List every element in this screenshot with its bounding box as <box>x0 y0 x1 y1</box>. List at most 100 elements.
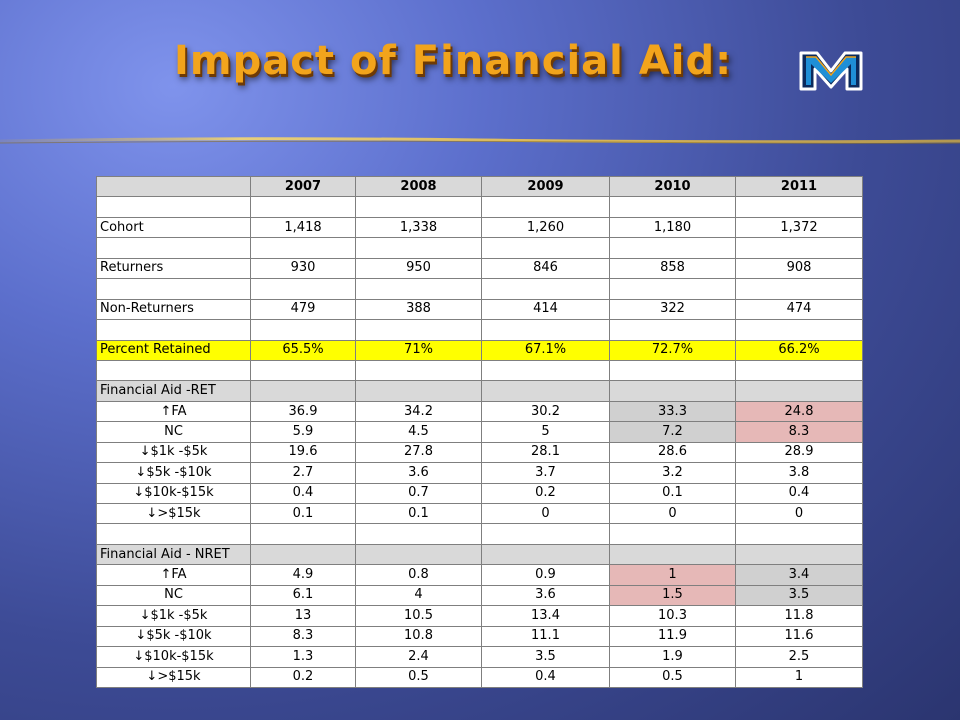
year-header-cell: 2008 <box>355 175 482 198</box>
value-cell: 0 <box>481 502 610 525</box>
value-cell: 3.2 <box>609 462 736 484</box>
value-cell: 2.4 <box>355 646 482 668</box>
value-cell: 4 <box>355 584 482 607</box>
year-header-cell: 2011 <box>735 175 863 198</box>
table-row: ↑FA 36.9 34.2 30.2 33.3 24.8 <box>96 400 863 423</box>
empty-cell <box>735 196 863 218</box>
table-row: Returners 930 950 846 858 908 <box>96 257 863 280</box>
value-cell: 65.5% <box>250 339 356 361</box>
value-cell: 0.7 <box>355 482 482 505</box>
table-row: NC 5.9 4.5 5 7.2 8.3 <box>96 421 863 443</box>
table-spacer-row <box>96 196 863 218</box>
value-cell: 2.5 <box>735 646 863 668</box>
table-row: ↓>$15k 0.2 0.5 0.4 0.5 1 <box>96 666 863 688</box>
value-cell: 322 <box>609 298 736 321</box>
value-cell: 1,338 <box>355 216 482 239</box>
row-label: Non-Returners <box>96 298 251 321</box>
value-cell: 10.5 <box>355 605 482 627</box>
empty-cell <box>609 523 736 545</box>
value-cell: 0.4 <box>735 482 863 505</box>
value-cell: 6.1 <box>250 584 356 607</box>
value-cell: 67.1% <box>481 339 610 361</box>
empty-cell <box>481 319 610 341</box>
value-cell: 3.8 <box>735 462 863 484</box>
empty-cell <box>355 359 482 382</box>
value-cell: 1,418 <box>250 216 356 239</box>
divider-rule <box>0 137 960 144</box>
empty-cell <box>250 196 356 218</box>
row-label: NC <box>96 421 251 443</box>
empty-cell <box>250 523 356 545</box>
empty-cell <box>609 543 736 566</box>
table-row: ↑FA 4.9 0.8 0.9 1 3.4 <box>96 564 863 586</box>
table-spacer-row <box>96 359 863 382</box>
value-cell: 0.2 <box>481 482 610 505</box>
m-logo-icon <box>799 51 863 91</box>
table-spacer-row <box>96 523 863 545</box>
value-cell: 1 <box>735 666 863 688</box>
empty-cell <box>250 278 356 300</box>
year-header-cell: 2010 <box>609 175 736 198</box>
empty-cell <box>609 380 736 402</box>
value-cell: 0 <box>735 502 863 525</box>
value-cell: 34.2 <box>355 400 482 423</box>
row-label <box>96 237 251 259</box>
value-cell: 11.8 <box>735 605 863 627</box>
table-row: ↓$10k-$15k 1.3 2.4 3.5 1.9 2.5 <box>96 646 863 668</box>
value-cell: 474 <box>735 298 863 321</box>
value-cell: 11.1 <box>481 625 610 648</box>
value-cell: 28.9 <box>735 441 863 464</box>
value-cell: 3.4 <box>735 564 863 586</box>
table-row: ↓$5k -$10k 8.3 10.8 11.1 11.9 11.6 <box>96 625 863 648</box>
row-label: Percent Retained <box>96 339 251 361</box>
empty-cell <box>481 237 610 259</box>
value-cell: 36.9 <box>250 400 356 423</box>
table-header-row: 2007 2008 2009 2010 2011 <box>96 175 863 198</box>
row-label <box>96 523 251 545</box>
value-cell: 1 <box>609 564 736 586</box>
table-row: Financial Aid - NRET <box>96 543 863 566</box>
empty-cell <box>481 543 610 566</box>
row-label: ↑FA <box>96 400 251 423</box>
value-cell: 1,260 <box>481 216 610 239</box>
empty-cell <box>481 278 610 300</box>
value-cell: 4.9 <box>250 564 356 586</box>
table-row: ↓$5k -$10k 2.7 3.6 3.7 3.2 3.8 <box>96 462 863 484</box>
value-cell: 1,372 <box>735 216 863 239</box>
value-cell: 66.2% <box>735 339 863 361</box>
value-cell: 0.1 <box>609 482 736 505</box>
empty-cell <box>609 359 736 382</box>
empty-cell <box>609 237 736 259</box>
value-cell: 13 <box>250 605 356 627</box>
row-label <box>96 196 251 218</box>
empty-cell <box>481 523 610 545</box>
row-label: ↓$10k-$15k <box>96 646 251 668</box>
row-label: NC <box>96 584 251 607</box>
value-cell: 8.3 <box>250 625 356 648</box>
value-cell: 0.2 <box>250 666 356 688</box>
value-cell: 0 <box>609 502 736 525</box>
value-cell: 1.5 <box>609 584 736 607</box>
row-label: ↓$1k -$5k <box>96 441 251 464</box>
value-cell: 10.3 <box>609 605 736 627</box>
empty-cell <box>609 319 736 341</box>
row-label: Financial Aid -RET <box>96 380 251 402</box>
row-label: ↓>$15k <box>96 666 251 688</box>
value-cell: 0.5 <box>609 666 736 688</box>
year-header-cell: 2007 <box>250 175 356 198</box>
value-cell: 0.8 <box>355 564 482 586</box>
value-cell: 950 <box>355 257 482 280</box>
value-cell: 0.4 <box>250 482 356 505</box>
value-cell: 24.8 <box>735 400 863 423</box>
empty-cell <box>735 359 863 382</box>
value-cell: 3.5 <box>481 646 610 668</box>
empty-cell <box>481 380 610 402</box>
value-cell: 930 <box>250 257 356 280</box>
empty-cell <box>735 523 863 545</box>
value-cell: 27.8 <box>355 441 482 464</box>
row-label: Financial Aid - NRET <box>96 543 251 566</box>
value-cell: 0.9 <box>481 564 610 586</box>
value-cell: 3.5 <box>735 584 863 607</box>
table-row: Financial Aid -RET <box>96 380 863 402</box>
empty-cell <box>250 319 356 341</box>
